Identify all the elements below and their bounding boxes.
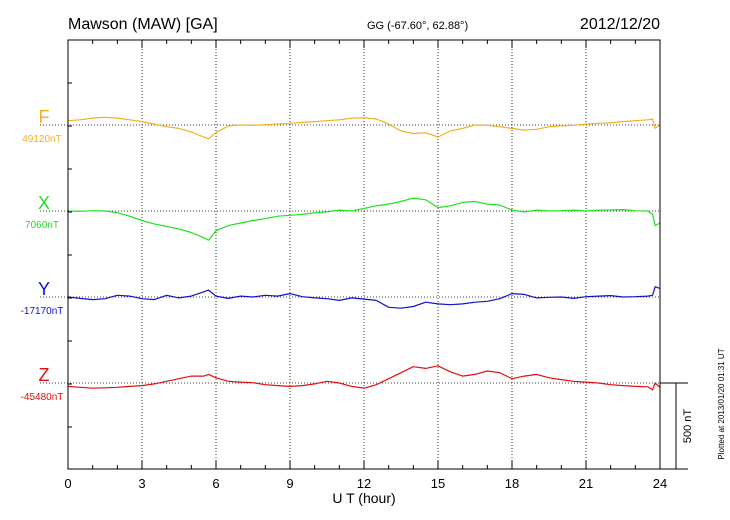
x-tick-label-15: 15 [431,476,445,491]
plotted-timestamp: Plotted at 2013/01/20 01:31 UT [717,348,726,459]
scale-bar: 500 nT [660,382,694,470]
chart-subtitle: GG (-67.60°, 62.88°) [367,20,468,32]
series-name-x: X [38,193,50,213]
x-tick-label-9: 9 [286,476,293,491]
x-tick-label-12: 12 [357,476,371,491]
x-tick-label-21: 21 [579,476,593,491]
x-axis-label: U T (hour) [332,490,395,506]
series-labels: F 49120nT X 7060nT Y -17170nT Z -45480nT [21,107,64,403]
chart-date: 2012/12/20 [580,16,660,33]
series-line-y [67,286,661,309]
plot-frame [67,39,661,470]
series-line-x [67,197,661,241]
scale-bar-label: 500 nT [682,409,694,444]
x-tick-label-0: 0 [64,476,71,491]
series-baseline-label-f: 49120nT [22,134,61,145]
series-baseline-label-y: -17170nT [21,306,64,317]
x-tick-label-3: 3 [138,476,145,491]
series-line-z [67,365,661,391]
series-name-z: Z [39,365,50,385]
series-lines [67,116,661,391]
x-tick-label-6: 6 [212,476,219,491]
series-name-f: F [39,107,50,127]
chart-title: Mawson (MAW) [GA] [68,16,218,33]
x-tick-label-18: 18 [505,476,519,491]
grid-lines [141,40,587,469]
series-line-f [67,116,661,140]
x-tick-label-24: 24 [653,476,667,491]
baseline-lines [40,124,660,384]
series-baseline-label-z: -45480nT [21,392,64,403]
series-name-y: Y [38,279,50,299]
x-axis-ticks: 0 3 6 9 12 15 18 21 24 [64,40,667,491]
series-baseline-label-x: 7060nT [25,220,59,231]
